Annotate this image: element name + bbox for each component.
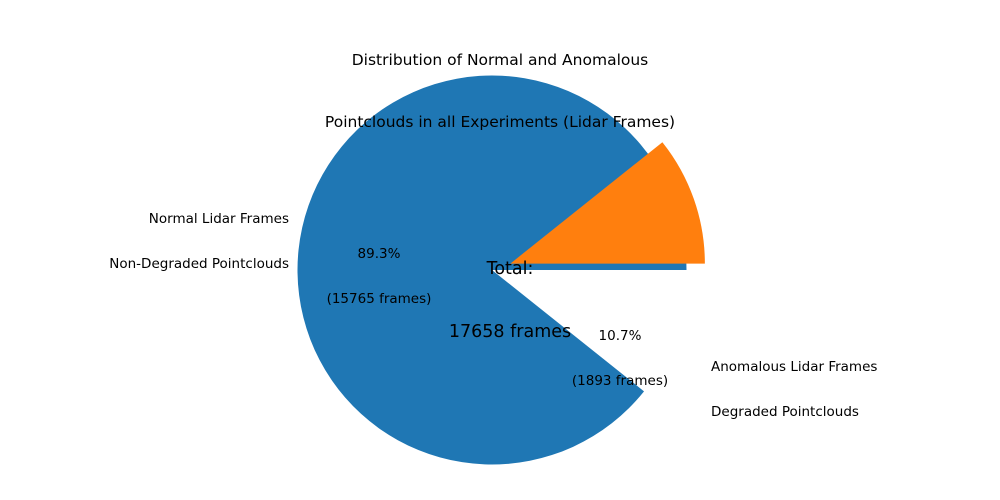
slice-pct-normal-percent: 89.3% <box>357 246 401 262</box>
total-annotation: Total: 17658 frames <box>449 217 571 385</box>
slice-label-normal-line2: Non-Degraded Pointclouds <box>109 256 289 272</box>
chart-title: Distribution of Normal and Anomalous Poi… <box>325 9 675 173</box>
slice-label-normal: Normal Lidar Frames Non-Degraded Pointcl… <box>109 182 289 302</box>
chart-title-line1: Distribution of Normal and Anomalous <box>351 51 649 69</box>
slice-pct-anomalous: 10.7% (1893 frames) <box>572 299 668 419</box>
slice-pct-normal-frames: (15765 frames) <box>326 291 432 307</box>
total-annotation-line2: 17658 frames <box>448 322 572 342</box>
chart-title-line2: Pointclouds in all Experiments (Lidar Fr… <box>324 112 676 131</box>
slice-pct-normal: 89.3% (15765 frames) <box>327 217 432 337</box>
slice-label-anomalous: Anomalous Lidar Frames Degraded Pointclo… <box>711 330 877 450</box>
slice-label-normal-line1: Normal Lidar Frames <box>148 211 289 227</box>
slice-label-anomalous-line2: Degraded Pointclouds <box>711 404 859 420</box>
total-annotation-line1: Total: <box>486 259 534 279</box>
slice-pct-anomalous-frames: (1893 frames) <box>571 373 669 389</box>
slice-pct-anomalous-percent: 10.7% <box>598 328 642 344</box>
pie-slice-anomalous <box>510 142 705 264</box>
pie-slice-normal <box>297 75 687 465</box>
slice-label-anomalous-line1: Anomalous Lidar Frames <box>711 359 878 375</box>
